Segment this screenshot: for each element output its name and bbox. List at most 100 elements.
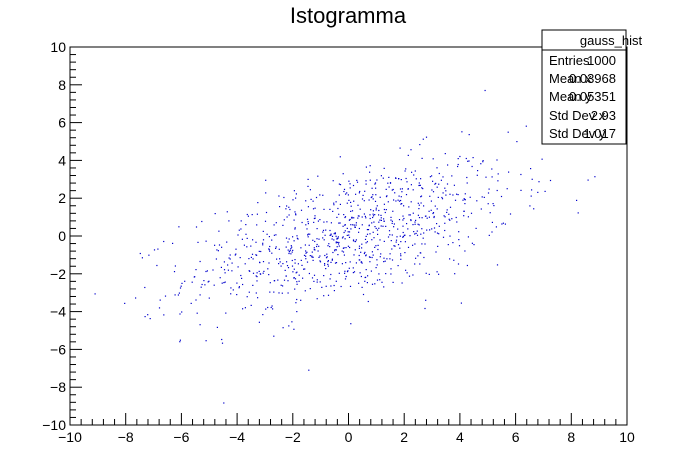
stats-label-std-x: Std Dev x: [549, 108, 606, 123]
data-point: [464, 250, 466, 252]
data-point: [273, 291, 275, 293]
data-point: [453, 259, 455, 261]
stats-label-mean-y: Mean y: [549, 89, 592, 104]
data-point: [390, 219, 392, 221]
data-point: [173, 271, 176, 273]
data-point: [431, 175, 433, 177]
data-point: [342, 251, 345, 253]
data-point: [288, 238, 290, 240]
data-point: [390, 268, 392, 270]
y-tick-label: 0: [58, 228, 66, 244]
data-point: [487, 203, 489, 205]
data-point: [405, 168, 407, 170]
data-point: [313, 247, 315, 249]
data-point: [364, 215, 366, 217]
data-point: [449, 235, 451, 237]
data-point: [338, 183, 340, 185]
data-point: [438, 233, 440, 235]
data-point: [398, 195, 400, 197]
data-point: [325, 257, 328, 259]
data-point: [177, 294, 179, 296]
data-point: [292, 249, 294, 251]
data-point: [451, 218, 453, 220]
data-point: [383, 220, 385, 222]
data-point: [455, 216, 457, 219]
data-point: [293, 277, 295, 279]
data-point: [226, 211, 228, 213]
data-point: [549, 179, 552, 182]
data-point: [457, 163, 459, 166]
data-point: [347, 231, 349, 233]
data-point: [262, 261, 265, 263]
data-point: [327, 294, 330, 296]
data-point: [286, 261, 288, 263]
data-point: [286, 265, 289, 267]
data-point: [309, 189, 311, 191]
data-point: [322, 229, 325, 231]
data-point: [594, 176, 596, 178]
data-point: [263, 270, 265, 272]
data-point: [417, 214, 419, 216]
data-point: [407, 154, 409, 156]
data-point: [307, 234, 309, 236]
data-point: [414, 243, 416, 245]
data-point: [414, 170, 416, 172]
data-point: [413, 174, 415, 176]
data-point: [436, 186, 438, 188]
data-point: [370, 270, 372, 272]
data-point: [460, 302, 462, 304]
data-point: [462, 199, 464, 201]
data-point: [278, 263, 280, 265]
data-point: [350, 323, 352, 325]
y-tick-label: 10: [50, 39, 66, 55]
data-point: [386, 258, 388, 260]
data-point: [406, 181, 408, 183]
data-point: [375, 187, 377, 189]
data-point: [444, 229, 446, 232]
data-point: [181, 282, 183, 284]
data-point: [206, 270, 208, 272]
data-point: [214, 213, 216, 215]
data-point: [446, 183, 449, 185]
data-point: [317, 250, 319, 252]
data-point: [258, 250, 260, 252]
data-point: [389, 258, 391, 260]
data-point: [402, 236, 404, 238]
data-point: [377, 244, 379, 246]
x-axis: −10 −8 −6 −4 −2 0 2 4 6 8 10: [58, 413, 635, 445]
data-point: [201, 220, 203, 223]
data-point: [359, 190, 361, 193]
data-point: [380, 175, 382, 177]
data-point: [428, 216, 430, 218]
data-point: [343, 188, 346, 190]
data-point: [301, 221, 303, 224]
data-point: [255, 292, 257, 294]
data-point: [337, 207, 339, 210]
data-point: [432, 191, 435, 193]
data-point: [504, 223, 506, 225]
data-point: [488, 188, 490, 190]
data-point: [178, 292, 180, 294]
data-point: [376, 229, 379, 231]
data-point: [215, 258, 217, 260]
data-point: [447, 164, 449, 166]
data-point: [336, 216, 338, 218]
data-point: [397, 199, 399, 201]
data-point: [307, 223, 309, 225]
data-point: [318, 238, 320, 240]
data-point: [466, 182, 468, 184]
data-point: [332, 210, 334, 212]
data-point: [454, 199, 457, 201]
x-tick-label: 8: [567, 429, 575, 445]
data-point: [395, 200, 397, 202]
data-point: [278, 248, 280, 250]
data-point: [163, 314, 165, 316]
data-point: [392, 281, 394, 283]
data-point: [420, 178, 422, 180]
data-point: [344, 270, 346, 272]
data-point: [333, 204, 335, 206]
data-point: [191, 281, 193, 283]
data-point: [390, 273, 392, 275]
data-point: [332, 251, 334, 254]
data-point: [308, 369, 310, 371]
